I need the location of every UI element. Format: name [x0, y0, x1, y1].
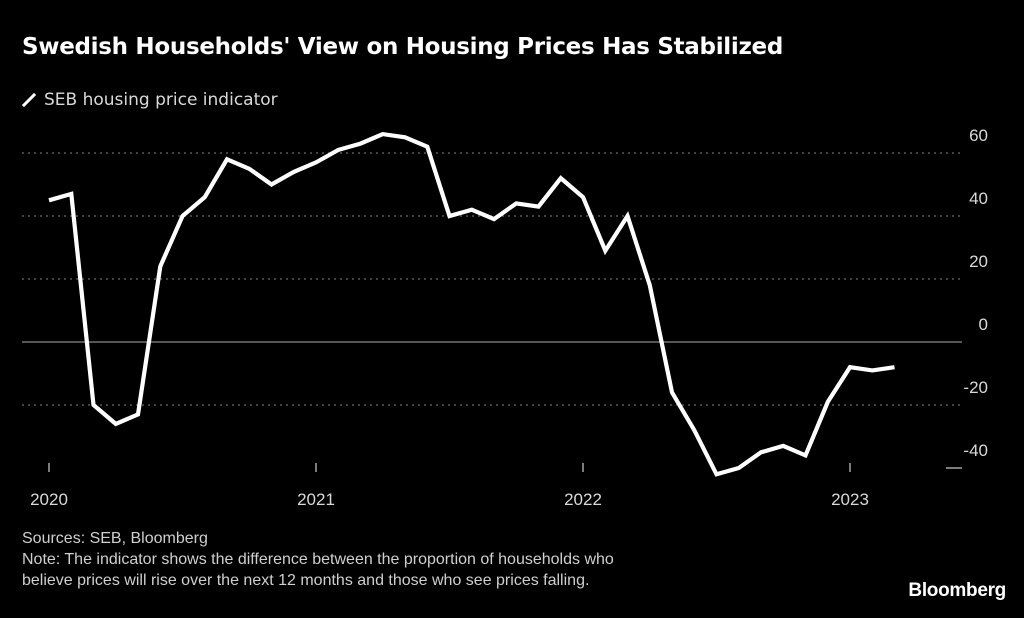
- y-tick-label: 60: [969, 126, 988, 145]
- x-tick-label: 2021: [297, 490, 335, 509]
- gridlines: [22, 152, 962, 469]
- note-text-line-2: believe prices will rise over the next 1…: [22, 572, 590, 589]
- sources-text: Sources: SEB, Bloomberg: [22, 530, 208, 547]
- legend-label: SEB housing price indicator: [44, 90, 278, 110]
- bloomberg-logo: Bloomberg: [908, 580, 1006, 601]
- x-axis: 2020 2021 2022 2023: [30, 463, 869, 509]
- x-tick-label: 2020: [30, 490, 68, 509]
- y-tick-label: 20: [969, 252, 988, 271]
- y-tick-label: -20: [963, 378, 988, 397]
- y-tick-label: -40: [963, 441, 988, 460]
- x-tick-label: 2022: [564, 490, 602, 509]
- x-tick-label: 2023: [831, 490, 869, 509]
- chart-title: Swedish Households' View on Housing Pric…: [22, 34, 783, 60]
- series-line: [48, 131, 895, 477]
- y-tick-label: 40: [969, 189, 988, 208]
- note-text-line-1: Note: The indicator shows the difference…: [22, 551, 614, 568]
- series-group: [48, 131, 895, 477]
- y-axis: 60 40 20 0 -20 -40: [963, 126, 988, 460]
- footer: Sources: SEB, Bloomberg Note: The indica…: [22, 528, 614, 591]
- legend-line-icon: [22, 93, 36, 107]
- legend: SEB housing price indicator: [22, 90, 278, 110]
- y-tick-label: 0: [979, 315, 988, 334]
